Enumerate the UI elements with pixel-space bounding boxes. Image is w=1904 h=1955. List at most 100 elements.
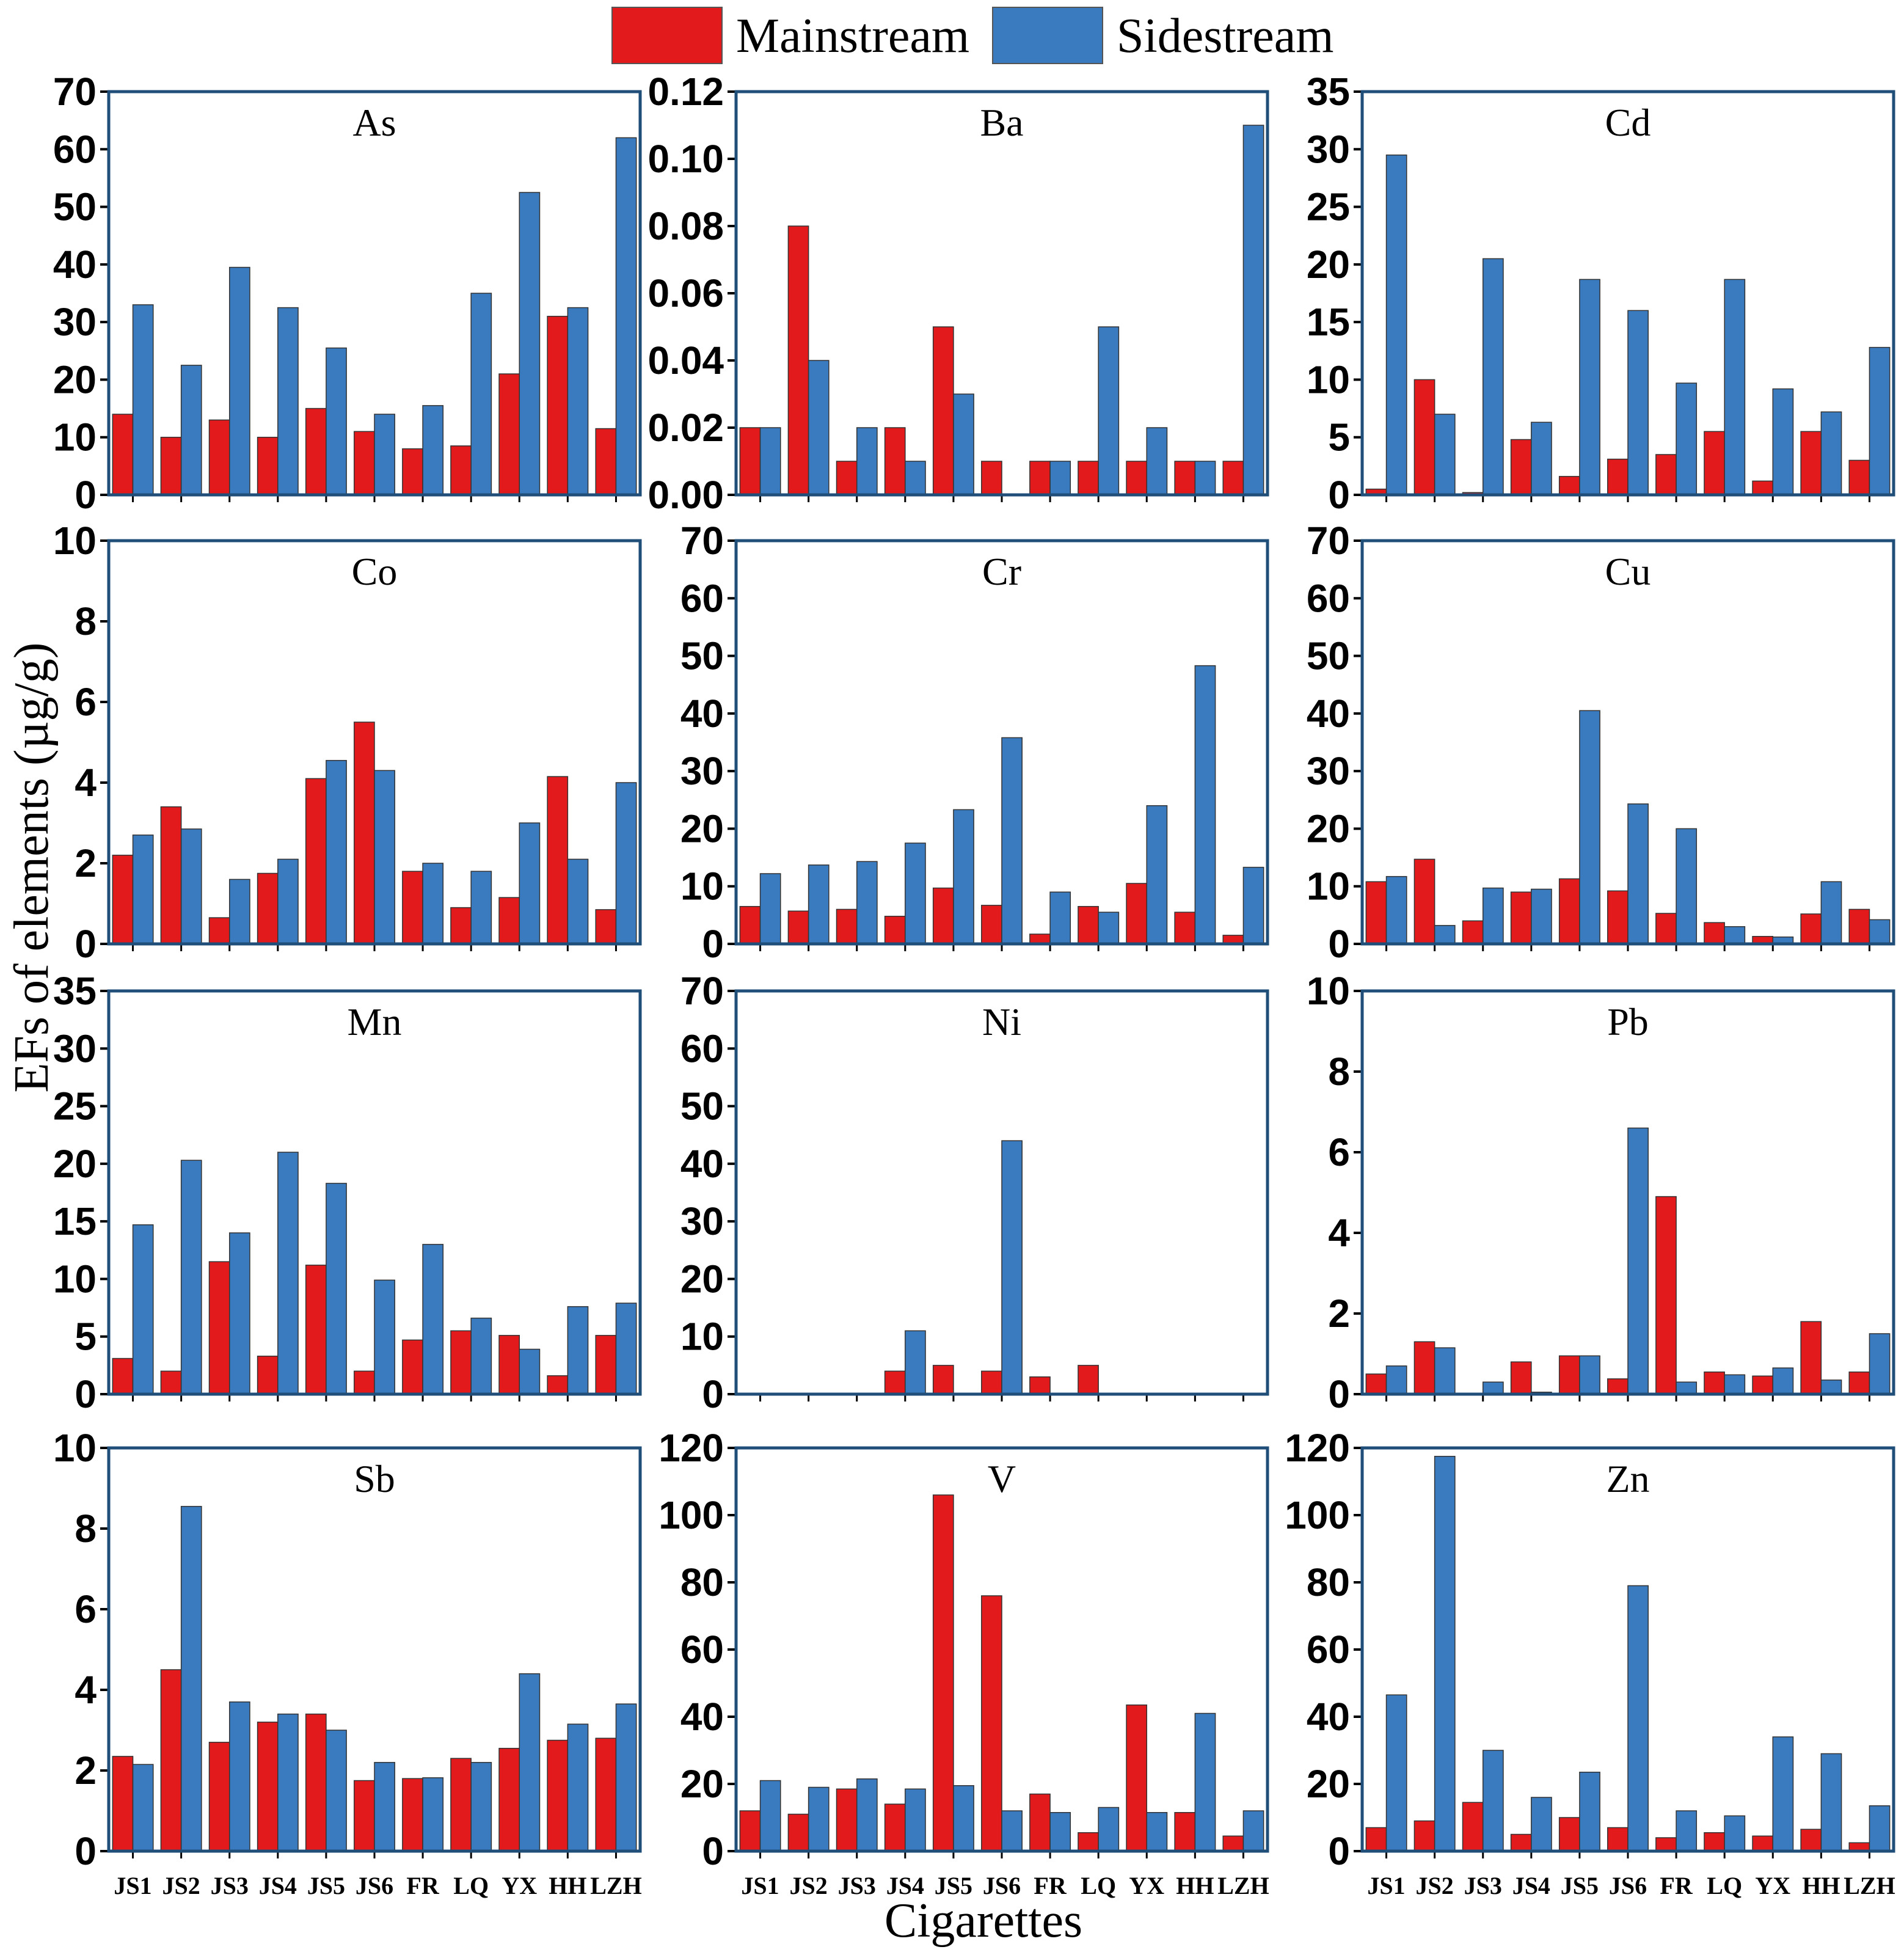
bar-mainstream-js2	[160, 806, 182, 945]
bar-sidestream-js2	[1434, 1456, 1456, 1852]
bar-sidestream-js2	[808, 864, 830, 945]
bar-sidestream-lq	[470, 871, 492, 945]
bar-mainstream-js1	[739, 1810, 761, 1852]
bar-mainstream-yx	[1752, 1375, 1774, 1395]
bar-sidestream-yx	[519, 192, 541, 495]
x-tick-label: JS1	[114, 1872, 151, 1899]
bar-sidestream-lzh	[615, 1303, 637, 1395]
bar-mainstream-js1	[112, 1756, 134, 1852]
y-tick-label: 0	[1328, 1829, 1350, 1873]
bar-mainstream-hh	[1800, 1321, 1822, 1395]
y-tick-label: 0	[75, 922, 97, 966]
y-tick-label: 0.04	[647, 338, 724, 382]
bar-mainstream-js1	[112, 414, 134, 495]
y-tick-label: 0	[75, 1829, 97, 1873]
legend-label-mainstream: Mainstream	[736, 9, 969, 63]
bar-sidestream-lq	[1724, 926, 1746, 945]
bar-sidestream-js3	[228, 266, 250, 495]
y-tick-label: 40	[680, 692, 724, 736]
y-tick-label: 10	[1307, 864, 1350, 908]
bar-sidestream-js1	[1385, 1365, 1407, 1395]
bar-mainstream-lq	[450, 1758, 472, 1852]
y-tick-label: 0	[1328, 922, 1350, 966]
x-tick-label: HH	[549, 1872, 586, 1899]
bar-mainstream-js2	[787, 1813, 809, 1852]
bar-mainstream-fr	[1655, 1837, 1677, 1852]
x-tick-label: LZH	[1217, 1872, 1269, 1899]
bar-sidestream-js1	[132, 835, 154, 945]
bar-sidestream-js5	[326, 347, 347, 495]
bar-sidestream-js1	[759, 427, 781, 495]
bar-sidestream-js1	[1385, 875, 1407, 945]
bar-sidestream-js6	[1001, 1140, 1023, 1395]
y-tick-label: 80	[680, 1560, 724, 1604]
bar-sidestream-lq	[470, 1762, 492, 1852]
bar-mainstream-js4	[257, 872, 279, 945]
x-tick-label: JS4	[886, 1872, 924, 1899]
bar-sidestream-hh	[1820, 1753, 1842, 1852]
y-tick-label: 50	[53, 185, 97, 229]
y-tick-label: 30	[680, 749, 724, 793]
panel-title: As	[352, 101, 396, 144]
bar-mainstream-lzh	[1848, 908, 1870, 945]
bar-mainstream-hh	[1800, 431, 1822, 495]
panel-frame	[107, 90, 642, 497]
bar-mainstream-js3	[208, 917, 230, 945]
y-axis-label: EFs of elements (µg/g)	[5, 642, 59, 1092]
bar-sidestream-js4	[905, 842, 926, 945]
y-tick-label: 60	[680, 576, 724, 620]
bar-sidestream-fr	[1049, 1812, 1071, 1852]
bar-sidestream-js5	[1579, 1355, 1600, 1395]
bar-mainstream-js5	[932, 887, 954, 945]
legend-swatch-mainstream	[611, 7, 723, 64]
y-tick-label: 2	[1328, 1292, 1350, 1336]
bar-mainstream-fr	[1029, 1793, 1051, 1852]
y-tick-label: 60	[53, 127, 97, 171]
bar-sidestream-yx	[1146, 1812, 1168, 1852]
bar-sidestream-fr	[422, 405, 444, 495]
y-tick-label: 40	[680, 1695, 724, 1739]
panel-title: Pb	[1607, 1000, 1649, 1043]
bar-sidestream-js2	[1434, 925, 1456, 945]
y-tick-label: 4	[75, 1668, 97, 1712]
bar-sidestream-js4	[277, 858, 299, 945]
bar-sidestream-js5	[1579, 1772, 1600, 1852]
bar-sidestream-js1	[759, 873, 781, 945]
bar-mainstream-js3	[1462, 1802, 1484, 1852]
y-tick-label: 0	[702, 1829, 724, 1873]
bar-mainstream-js5	[1558, 1817, 1580, 1852]
bar-mainstream-js6	[1607, 1827, 1629, 1852]
x-tick-label: JS4	[259, 1872, 297, 1899]
bar-sidestream-js4	[277, 1713, 299, 1852]
panel-frame	[1360, 989, 1895, 1396]
y-tick-label: 2	[75, 841, 97, 885]
bar-sidestream-js5	[953, 1785, 974, 1852]
bar-mainstream-yx	[498, 897, 520, 945]
bar-mainstream-js3	[208, 419, 230, 495]
bar-sidestream-js3	[1482, 887, 1504, 945]
x-tick-label: LQ	[1707, 1872, 1742, 1899]
panel-frame	[107, 989, 642, 1396]
x-tick-label: JS2	[1416, 1872, 1454, 1899]
y-tick-label: 30	[53, 300, 97, 344]
bar-mainstream-fr	[1655, 913, 1677, 945]
panel-frame	[734, 1446, 1269, 1853]
y-tick-label: 70	[680, 969, 724, 1013]
bar-mainstream-js5	[305, 1713, 327, 1852]
bar-sidestream-js4	[905, 461, 926, 495]
bar-mainstream-js4	[1510, 1833, 1532, 1852]
x-tick-label: JS2	[790, 1872, 828, 1899]
bar-sidestream-js3	[1482, 258, 1504, 495]
y-tick-label: 6	[1328, 1130, 1350, 1174]
bar-sidestream-hh	[567, 1306, 589, 1395]
bar-sidestream-js3	[228, 1232, 250, 1395]
bar-sidestream-lzh	[1869, 346, 1891, 495]
bar-sidestream-js5	[953, 809, 974, 945]
bar-sidestream-fr	[422, 863, 444, 945]
bar-mainstream-js1	[1365, 1827, 1387, 1852]
bar-mainstream-js4	[884, 1370, 906, 1395]
panel-frame	[734, 539, 1269, 946]
panel-title: Ni	[982, 1000, 1021, 1043]
y-tick-label: 20	[680, 1257, 724, 1301]
